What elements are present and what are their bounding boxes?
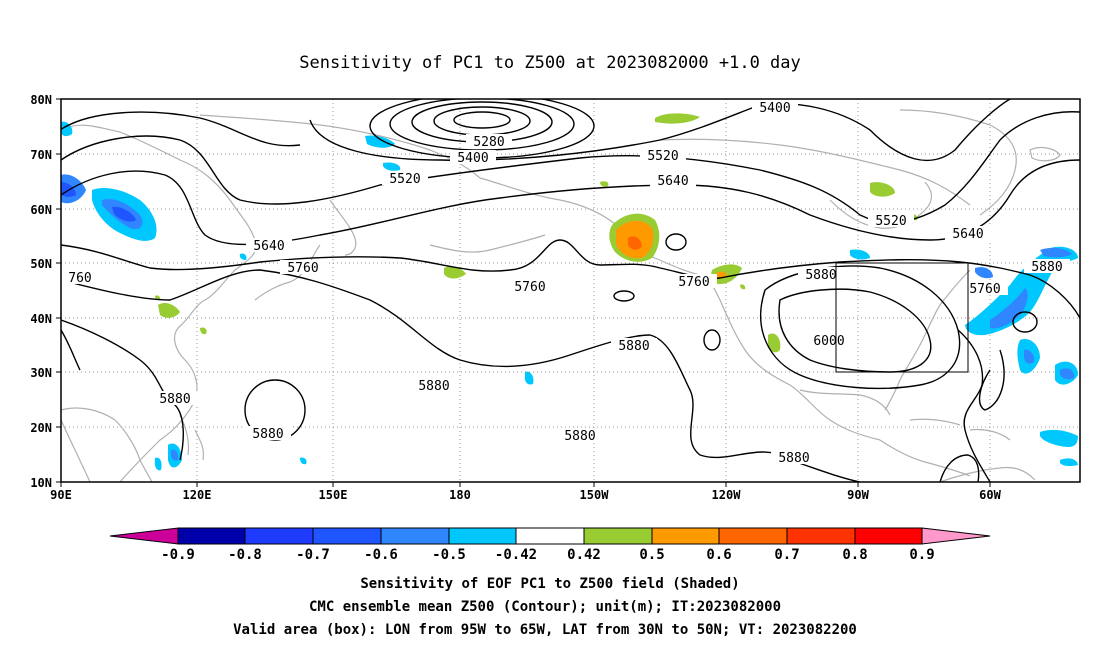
map-title: Sensitivity of PC1 to Z500 at 2023082000… — [299, 53, 801, 73]
colorbar-swatch — [652, 528, 719, 544]
coast-gulf — [799, 389, 891, 416]
contour-5760 — [61, 239, 1080, 319]
lat-labels: 80N 70N 60N 50N 40N 30N 20N 10N — [30, 93, 52, 490]
contour-6000 — [778, 288, 932, 373]
contour-label-5520: 5520 — [647, 149, 678, 164]
lat-label: 30N — [30, 366, 52, 380]
lon-label: 120E — [183, 488, 212, 502]
colorbar-label: -0.6 — [364, 547, 398, 563]
contour-labels: 5280 5400 5400 5520 5520 5520 5640 5640 … — [61, 100, 1070, 466]
contour-5880-ring — [760, 265, 961, 390]
lon-label: 60W — [979, 488, 1001, 502]
contour-label-5640: 5640 — [253, 239, 284, 254]
coast-iceland — [1029, 146, 1061, 162]
contour-5400 — [309, 99, 1011, 162]
coast-south-asia — [61, 419, 91, 482]
colorbar-label: 0.42 — [567, 547, 601, 563]
coast-central-america — [879, 439, 971, 477]
colorbar-swatch — [245, 528, 313, 544]
lon-label: 120W — [712, 488, 742, 502]
colorbar-label: -0.42 — [495, 547, 537, 563]
contour-label-5760-edge: 760 — [68, 271, 91, 286]
colorbar-swatch — [516, 528, 584, 544]
contour-label-5400: 5400 — [759, 101, 790, 116]
contour-label-5880: 5880 — [778, 451, 809, 466]
colorbar-swatch — [381, 528, 449, 544]
contour-label-5760: 5760 — [287, 261, 318, 276]
caption-line-2: CMC ensemble mean Z500 (Contour); unit(m… — [309, 599, 781, 615]
lon-label: 90E — [50, 488, 72, 502]
colorbar-swatch — [449, 528, 516, 544]
colorbar-label: 0.8 — [842, 547, 867, 563]
contour-label-5880: 5880 — [1031, 260, 1062, 275]
coast-caribbean — [909, 418, 1011, 441]
contour-label-5640: 5640 — [952, 227, 983, 242]
contour-5280-inner — [453, 111, 511, 129]
colorbar-label: 0.6 — [706, 547, 731, 563]
coast-asia-west — [61, 407, 153, 482]
map-frame — [60, 98, 1081, 483]
colorbar-swatch — [178, 528, 245, 544]
lat-label: 80N — [30, 93, 52, 107]
lat-label: 20N — [30, 421, 52, 435]
contour-label-5640: 5640 — [657, 174, 688, 189]
colorbar-label: -0.8 — [228, 547, 262, 563]
contour-label-5880: 5880 — [159, 392, 190, 407]
colorbar-low-arrow — [110, 528, 178, 544]
coast-us-east — [884, 269, 971, 411]
coast-aleutians — [429, 234, 546, 253]
colorbar-swatch — [719, 528, 787, 544]
coast-greenland — [899, 109, 1017, 216]
colorbar-label: -0.7 — [296, 547, 330, 563]
colorbar-swatch — [855, 528, 922, 544]
colorbar-label: 0.9 — [909, 547, 934, 563]
contour-label-5760: 5760 — [678, 275, 709, 290]
coast-kamchatka — [329, 199, 357, 256]
contour-label-5760: 5760 — [514, 280, 545, 295]
map-area — [61, 99, 1080, 482]
lat-label: 10N — [30, 476, 52, 490]
contour-label-5880: 5880 — [252, 427, 283, 442]
coast-canada-north — [659, 138, 971, 206]
valid-area-box — [835, 262, 969, 373]
lon-label: 150W — [580, 488, 610, 502]
contour-label-5760: 5760 — [969, 282, 1000, 297]
caption-line-3: Valid area (box): LON from 95W to 65W, L… — [233, 622, 857, 638]
colorbar-swatch — [787, 528, 855, 544]
lat-label: 40N — [30, 312, 52, 326]
colorbar-label: -0.5 — [432, 547, 466, 563]
caption: Sensitivity of EOF PC1 to Z500 field (Sh… — [233, 576, 857, 638]
contour-label-5400: 5400 — [457, 151, 488, 166]
contour-label-5880: 5880 — [805, 268, 836, 283]
neg-region-west-core2 — [112, 206, 136, 222]
colorbar: -0.9 -0.8 -0.7 -0.6 -0.5 -0.42 0.42 0.5 … — [109, 527, 991, 563]
colorbar-label: 0.7 — [774, 547, 799, 563]
lon-label: 150E — [319, 488, 348, 502]
contour-5520 — [61, 111, 1080, 223]
colorbar-swatch — [584, 528, 652, 544]
caption-line-1: Sensitivity of EOF PC1 to Z500 field (Sh… — [360, 576, 739, 592]
lat-label: 60N — [30, 203, 52, 217]
colorbar-swatch — [313, 528, 381, 544]
contour-label-5880: 5880 — [564, 429, 595, 444]
contour-label-5880: 5880 — [418, 379, 449, 394]
lat-label: 70N — [30, 148, 52, 162]
contour-label-5520: 5520 — [389, 172, 420, 187]
lat-label: 50N — [30, 257, 52, 271]
lon-labels: 90E 120E 150E 180 150W 120W 90W 60W — [50, 488, 1001, 502]
lon-label: 180 — [449, 488, 471, 502]
contour-label-5880: 5880 — [618, 339, 649, 354]
colorbar-label: 0.5 — [639, 547, 664, 563]
ticks — [56, 98, 991, 487]
colorbar-high-arrow — [922, 528, 990, 544]
contour-label-6000: 6000 — [813, 334, 844, 349]
contour-5880 — [61, 269, 861, 482]
contour-label-5520: 5520 — [875, 214, 906, 229]
contour-label-5280: 5280 — [473, 135, 504, 150]
lon-label: 90W — [847, 488, 869, 502]
coast-south-america — [939, 466, 1036, 482]
colorbar-label: -0.9 — [161, 547, 195, 563]
